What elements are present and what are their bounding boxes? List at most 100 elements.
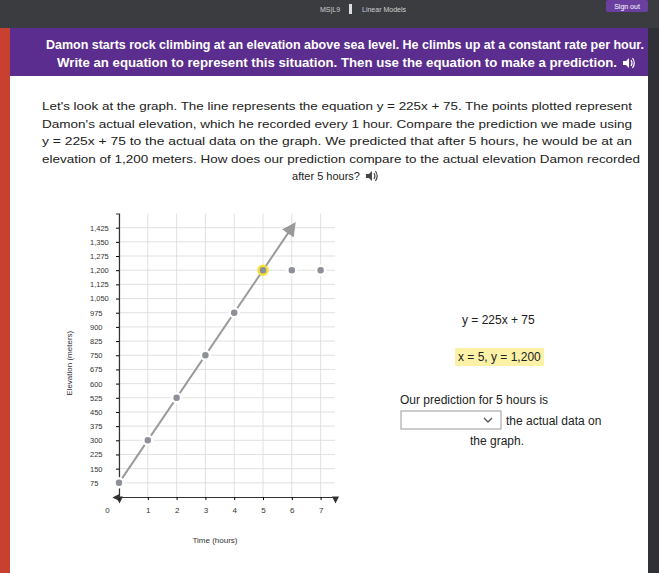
y-tick-mark [116, 299, 119, 300]
prompt-text: Our prediction for 5 hours is [400, 393, 548, 407]
x-tick: 7 [319, 497, 324, 515]
y-tick: 450 [90, 408, 119, 417]
x-tick: 6 [290, 497, 295, 515]
y-tick-mark [116, 284, 119, 285]
x-axis-title: Time (hours) [192, 536, 237, 545]
y-tick-mark [116, 412, 119, 413]
data-point [143, 436, 152, 445]
grid-line [119, 369, 335, 370]
x-tick-mark [177, 497, 178, 500]
grid-line [119, 270, 335, 271]
audio-icon[interactable] [623, 58, 634, 68]
y-tick-mark [116, 228, 119, 229]
prompt-text: the actual data on [506, 414, 601, 428]
paragraph-line: after 5 hours? [292, 170, 360, 182]
paragraph-line: Damon's actual elevation, which he recor… [42, 118, 632, 130]
left-strip [0, 0, 10, 573]
x-tick: 2 [175, 497, 180, 515]
y-axis: 751502253003754505256006757508259009751,… [90, 214, 120, 498]
banner-line: Damon starts rock climbing at an elevati… [46, 38, 644, 52]
y-tick-label: 1,200 [90, 266, 109, 275]
data-point [172, 393, 181, 402]
highlighted-point: x = 5, y = 1,200 [458, 350, 541, 364]
y-tick-mark [116, 355, 119, 356]
equation-text: y = 225x + 75 [462, 313, 535, 327]
y-tick-label: 1,350 [90, 238, 109, 247]
x-tick-label: 5 [261, 506, 266, 515]
prompt-text: the graph. [470, 434, 524, 448]
y-tick: 1,275 [90, 252, 119, 261]
x-tick-mark [292, 497, 293, 500]
grid-line [119, 241, 335, 242]
sign-out-label[interactable]: Sign out [614, 3, 640, 11]
y-tick: 1,425 [90, 224, 119, 233]
y-tick-label: 750 [90, 351, 103, 360]
data-point [316, 266, 325, 275]
paragraph-line: elevation of 1,200 meters. How does our … [42, 153, 640, 165]
x-tick-mark [234, 497, 235, 500]
y-tick-mark [116, 454, 119, 455]
y-tick: 900 [90, 323, 119, 332]
page: MS|L9Linear ModelsSign outDamon starts r… [0, 0, 659, 573]
x-tick-label: 7 [319, 506, 324, 515]
y-tick-label: 600 [90, 380, 103, 389]
grid-line [119, 397, 335, 398]
y-tick-mark [116, 256, 119, 257]
banner [10, 28, 648, 76]
y-tick-label: 825 [90, 337, 103, 346]
grid-line [119, 298, 335, 299]
grid [119, 214, 335, 498]
y-tick-mark [116, 313, 119, 314]
data-point [115, 478, 124, 487]
y-tick-mark [116, 270, 119, 271]
sign-out-button[interactable] [606, 0, 648, 12]
dropdown-chevron[interactable] [484, 418, 492, 422]
x-tick-mark [263, 497, 264, 500]
y-tick: 525 [90, 394, 119, 403]
y-tick-label: 1,050 [90, 294, 109, 303]
data-point [287, 266, 296, 275]
y-tick-mark [116, 469, 119, 470]
audio-icon[interactable] [366, 171, 377, 181]
grid-line [119, 411, 335, 412]
y-tick: 750 [90, 351, 119, 360]
x-tick-label: 1 [146, 506, 151, 515]
x-tick-label: 0 [105, 506, 110, 515]
y-axis-title: Elevation (meters) [65, 330, 74, 395]
y-tick: 600 [90, 380, 119, 389]
answer-dropdown[interactable] [401, 411, 501, 429]
y-tick-label: 300 [90, 436, 103, 445]
x-tick: 1 [146, 497, 151, 515]
chart: 0123456775150225300375450525600675750825… [65, 214, 336, 546]
paragraph-line: Let's look at the graph. The line repres… [42, 100, 632, 112]
highlight [455, 348, 544, 366]
x-tick-label: 2 [175, 506, 180, 515]
grid-line [119, 256, 335, 257]
x-tick-mark [148, 497, 149, 500]
y-tick-label: 150 [90, 465, 103, 474]
grid-line [119, 383, 335, 384]
y-tick-label: 225 [90, 450, 103, 459]
grid-line [119, 326, 335, 327]
y-tick-label: 375 [90, 422, 103, 431]
y-tick-mark [116, 426, 119, 427]
y-tick-mark [116, 242, 119, 243]
y-tick: 375 [90, 422, 119, 431]
x-tick: 3 [204, 497, 209, 515]
y-tick-mark [116, 341, 119, 342]
y-tick-mark [116, 440, 119, 441]
data-point [259, 266, 268, 275]
y-tick-mark [116, 398, 119, 399]
y-tick-label: 1,425 [90, 224, 109, 233]
data-point [201, 351, 210, 360]
x-tick: 4 [232, 497, 237, 515]
y-axis-line [116, 214, 120, 498]
grid-line [119, 284, 335, 285]
y-tick: 1,125 [90, 280, 119, 289]
separator [349, 4, 352, 14]
y-tick: 150 [90, 465, 119, 474]
x-axis-line [120, 498, 336, 501]
data-point [230, 308, 239, 317]
y-tick-label: 1,125 [90, 280, 109, 289]
grid-line [119, 227, 335, 228]
